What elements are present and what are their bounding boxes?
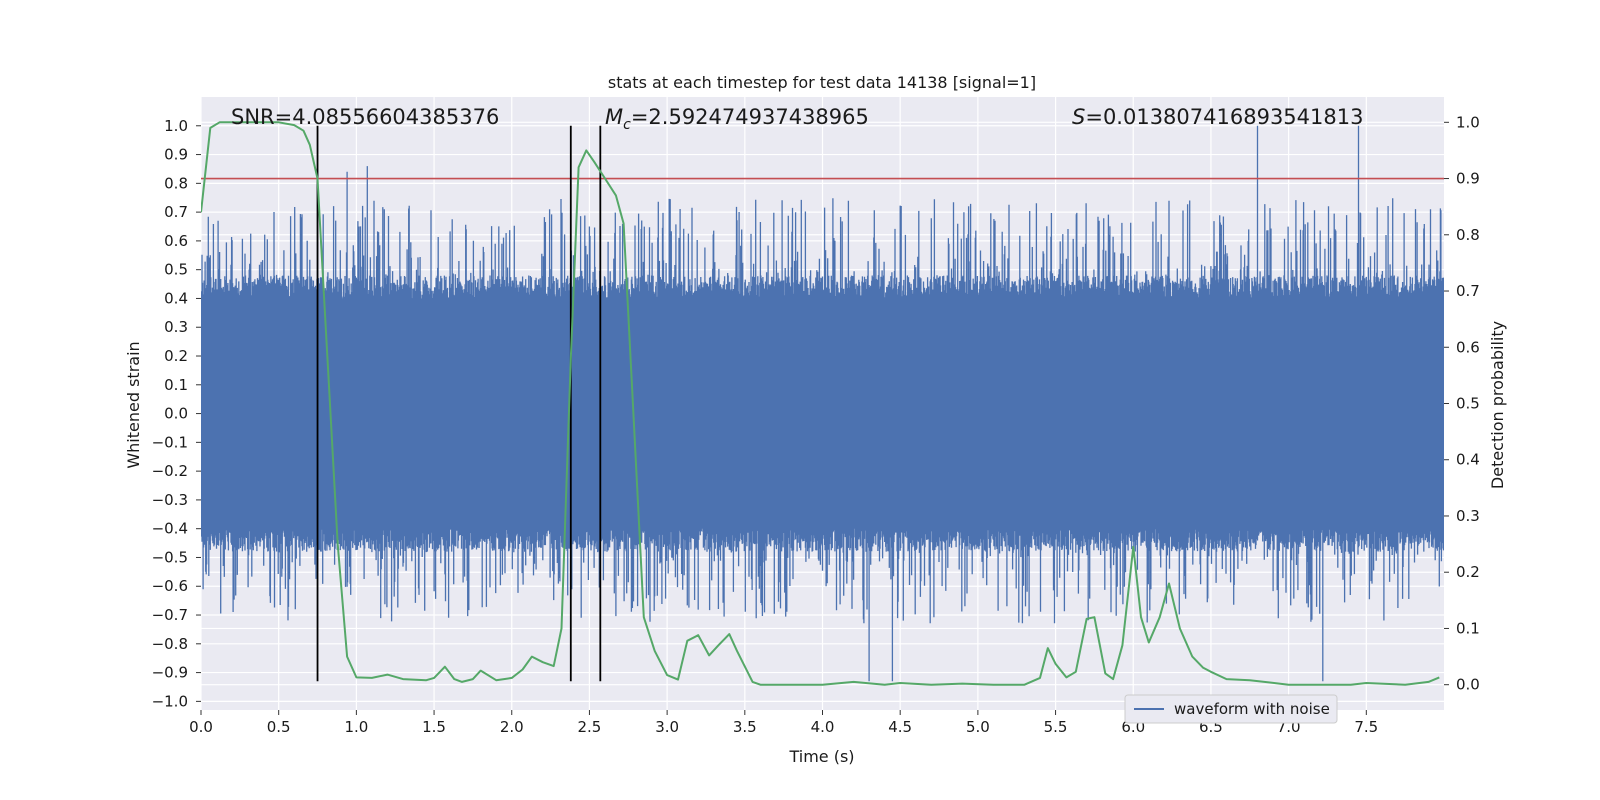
x-tick-label: 2.0	[500, 718, 524, 736]
x-tick-label: 7.5	[1354, 718, 1378, 736]
y-tick-label-left: −0.2	[152, 462, 188, 480]
x-tick-label: 3.0	[655, 718, 679, 736]
y-tick-label-right: 1.0	[1456, 113, 1480, 131]
annotation-mc: Mc=2.592474937438965	[605, 105, 869, 133]
y-tick-label-right: 0.1	[1456, 619, 1480, 637]
plot-area	[201, 121, 1444, 686]
y-tick-label-left: 0.3	[164, 318, 188, 336]
y-tick-label-right: 0.9	[1456, 170, 1480, 188]
y-tick-label-left: −0.7	[152, 606, 188, 624]
y-tick-label-right: 0.6	[1456, 338, 1480, 356]
detection-probability-line	[201, 121, 1440, 686]
y-tick-label-left: −0.4	[152, 520, 188, 538]
y-tick-label-left: −0.6	[152, 577, 188, 595]
annotation-s: S=0.013807416893541813	[1072, 105, 1363, 129]
y-tick-label-left: −0.8	[152, 635, 188, 653]
y-tick-label-left: 0.8	[164, 174, 188, 192]
y-tick-label-right: 0.3	[1456, 507, 1480, 525]
y-tick-label-right: 0.4	[1456, 451, 1480, 469]
x-tick-label: 5.5	[1044, 718, 1068, 736]
y-axis-label-left: Whitened strain	[124, 341, 143, 468]
chart-title: stats at each timestep for test data 141…	[608, 73, 1036, 92]
y-tick-label-right: 0.0	[1456, 676, 1480, 694]
y-tick-label-left: 1.0	[164, 117, 188, 135]
y-tick-label-right: 0.5	[1456, 395, 1480, 413]
x-tick-label: 0.5	[267, 718, 291, 736]
x-tick-label: 0.0	[189, 718, 213, 736]
x-tick-label: 1.0	[344, 718, 368, 736]
x-axis-label: Time (s)	[788, 747, 854, 766]
x-tick-label: 4.5	[888, 718, 912, 736]
x-tick-label: 3.5	[733, 718, 757, 736]
y-tick-label-left: −1.0	[152, 692, 188, 710]
y-tick-label-right: 0.8	[1456, 226, 1480, 244]
y-tick-label-left: 0.5	[164, 261, 188, 279]
y-tick-label-left: 0.6	[164, 232, 188, 250]
x-tick-label: 5.0	[966, 718, 990, 736]
y-tick-label-left: 0.9	[164, 146, 188, 164]
x-tick-label: 1.5	[422, 718, 446, 736]
y-tick-label-left: 0.1	[164, 376, 188, 394]
waveform-with-noise-line	[201, 125, 1444, 682]
y-tick-label-left: 0.2	[164, 347, 188, 365]
y-tick-label-left: −0.5	[152, 548, 188, 566]
y-axis-label-right: Detection probability	[1488, 321, 1507, 489]
legend: waveform with noise	[1124, 694, 1338, 724]
x-tick-label: 2.5	[578, 718, 602, 736]
y-tick-label-right: 0.7	[1456, 282, 1480, 300]
y-tick-label-left: −0.9	[152, 664, 188, 682]
y-tick-label-left: −0.3	[152, 491, 188, 509]
x-tick-label: 4.0	[811, 718, 835, 736]
y-tick-label-left: 0.0	[164, 405, 188, 423]
tick-labels: 0.0 0.5 1.0 1.5 2.0 2.5 3.0 3.5 4.0 4.5 5.0 5.5 6.0 6…	[152, 113, 1480, 736]
legend-box	[1124, 694, 1338, 724]
y-tick-label-left: 0.7	[164, 203, 188, 221]
legend-label-waveform: waveform with noise	[1174, 700, 1330, 718]
y-tick-label-right: 0.2	[1456, 563, 1480, 581]
y-tick-label-left: −0.1	[152, 433, 188, 451]
y-tick-label-left: 0.4	[164, 289, 188, 307]
annotation-snr: SNR=4.08556604385376	[231, 105, 499, 129]
